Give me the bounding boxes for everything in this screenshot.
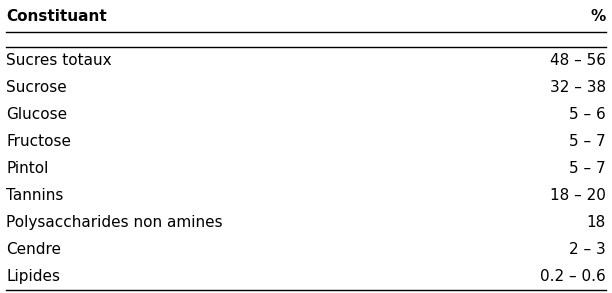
Text: Constituant: Constituant <box>6 8 107 24</box>
Text: 5 – 6: 5 – 6 <box>569 107 606 122</box>
Text: Polysaccharides non amines: Polysaccharides non amines <box>6 215 223 230</box>
Text: 5 – 7: 5 – 7 <box>569 161 606 176</box>
Text: Sucrose: Sucrose <box>6 80 67 95</box>
Text: %: % <box>591 8 606 24</box>
Text: 5 – 7: 5 – 7 <box>569 134 606 149</box>
Text: Glucose: Glucose <box>6 107 67 122</box>
Text: 0.2 – 0.6: 0.2 – 0.6 <box>540 269 606 284</box>
Text: Cendre: Cendre <box>6 242 61 257</box>
Text: Pintol: Pintol <box>6 161 48 176</box>
Text: Tannins: Tannins <box>6 188 64 203</box>
Text: 18: 18 <box>587 215 606 230</box>
Text: 2 – 3: 2 – 3 <box>569 242 606 257</box>
Text: 32 – 38: 32 – 38 <box>550 80 606 95</box>
Text: Lipides: Lipides <box>6 269 60 284</box>
Text: Fructose: Fructose <box>6 134 71 149</box>
Text: 48 – 56: 48 – 56 <box>550 53 606 68</box>
Text: 18 – 20: 18 – 20 <box>550 188 606 203</box>
Text: Sucres totaux: Sucres totaux <box>6 53 112 68</box>
